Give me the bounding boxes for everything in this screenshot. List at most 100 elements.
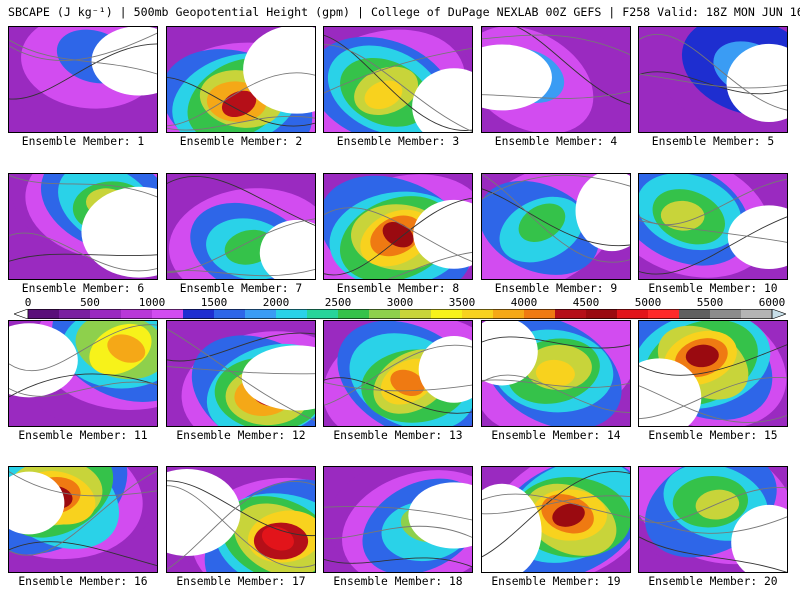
member-label: Ensemble Member: 7 <box>179 282 303 295</box>
state-boundary <box>324 377 472 414</box>
colorbar-tick-label: 4000 <box>510 296 538 309</box>
colorbar-bin <box>648 309 680 319</box>
member-map-8 <box>323 173 473 280</box>
colorbar-tick-label: 4500 <box>572 296 600 309</box>
colorbar-bin <box>462 309 494 319</box>
colorbar-bin <box>431 309 463 319</box>
colorbar-bin <box>121 309 153 319</box>
cape-contour <box>685 344 719 368</box>
member-label: Ensemble Member: 16 <box>18 575 148 588</box>
colorbar-tick-label: 2500 <box>324 296 352 309</box>
zero-cape-region <box>575 174 630 252</box>
colorbar-tick-label: 3000 <box>386 296 414 309</box>
height-contour <box>639 220 787 243</box>
height-contour <box>9 32 157 62</box>
state-boundary <box>9 253 157 262</box>
zero-cape-region <box>241 345 315 411</box>
member-label: Ensemble Member: 10 <box>648 282 778 295</box>
colorbar-bin <box>28 309 60 319</box>
height-contour <box>639 487 787 524</box>
zero-cape-region <box>482 44 552 111</box>
colorbar-bin <box>307 309 339 319</box>
member-map-4 <box>481 26 631 133</box>
colorbar-bin <box>183 309 215 319</box>
height-contour <box>167 480 315 570</box>
height-contour <box>167 72 315 127</box>
height-contour <box>9 324 157 372</box>
colorbar <box>14 309 786 319</box>
height-contour <box>482 34 630 56</box>
height-contour <box>639 33 787 111</box>
colorbar-tick-label: 1500 <box>200 296 228 309</box>
member-label: Ensemble Member: 18 <box>333 575 463 588</box>
member-map-16 <box>8 466 158 573</box>
colorbar-tick-label: 6000 <box>758 296 786 309</box>
height-contour <box>324 505 472 521</box>
member-label: Ensemble Member: 11 <box>18 429 148 442</box>
member-label: Ensemble Member: 3 <box>336 135 460 148</box>
colorbar-tick-label: 3500 <box>448 296 476 309</box>
member-label: Ensemble Member: 2 <box>179 135 303 148</box>
colorbar-tick-label: 5000 <box>634 296 662 309</box>
member-map-19 <box>481 466 631 573</box>
colorbar-bin <box>90 309 122 319</box>
state-boundary <box>324 557 472 568</box>
colorbar-bin <box>338 309 370 319</box>
colorbar-bin <box>493 309 525 319</box>
zero-cape-region <box>243 27 315 114</box>
height-contour <box>324 47 472 94</box>
state-boundary <box>324 34 472 131</box>
height-contour <box>482 379 630 388</box>
cape-contour <box>261 526 294 551</box>
colorbar-bin <box>617 309 649 319</box>
member-map-6 <box>8 173 158 280</box>
height-contour <box>167 366 315 375</box>
member-label: Ensemble Member: 1 <box>21 135 145 148</box>
state-boundary <box>324 197 472 276</box>
member-label: Ensemble Member: 6 <box>21 282 145 295</box>
colorbar-bin <box>679 309 711 319</box>
height-contour <box>482 374 630 413</box>
height-contour <box>324 207 472 262</box>
height-contour <box>324 44 472 132</box>
member-map-13 <box>323 320 473 427</box>
height-contour <box>167 485 315 568</box>
state-boundary <box>482 336 630 349</box>
state-boundary <box>639 71 787 95</box>
state-boundary <box>9 43 157 100</box>
height-contour <box>9 381 157 397</box>
zero-cape-region <box>259 219 315 279</box>
height-contour <box>482 174 630 200</box>
zero-cape-region <box>482 483 542 572</box>
member-map-5 <box>638 26 788 133</box>
colorbar-tick-label: 5500 <box>696 296 724 309</box>
state-boundary <box>482 471 630 558</box>
member-label: Ensemble Member: 13 <box>333 429 463 442</box>
member-map-10 <box>638 173 788 280</box>
colorbar-bin <box>524 309 556 319</box>
colorbar-tick-label: 0 <box>24 296 32 309</box>
zero-cape-region <box>482 321 538 386</box>
height-contour <box>482 90 630 99</box>
state-boundary <box>482 188 630 247</box>
state-boundary <box>167 175 315 226</box>
member-map-11 <box>8 320 158 427</box>
colorbar-bin <box>400 309 432 319</box>
state-boundary <box>9 373 157 398</box>
member-label: Ensemble Member: 12 <box>176 429 306 442</box>
member-label: Ensemble Member: 15 <box>648 429 778 442</box>
member-map-12 <box>166 320 316 427</box>
height-contour <box>9 470 157 556</box>
colorbar-bin <box>276 309 308 319</box>
height-contour <box>324 382 472 392</box>
colorbar-bin <box>586 309 618 319</box>
height-contour <box>167 328 315 422</box>
zero-cape-region <box>418 335 472 403</box>
height-contour <box>167 115 315 131</box>
colorbar-tick-label: 1000 <box>138 296 166 309</box>
member-label: Ensemble Member: 5 <box>651 135 775 148</box>
member-label: Ensemble Member: 19 <box>491 575 621 588</box>
height-contour <box>482 174 630 263</box>
zero-cape-region <box>9 471 65 535</box>
member-map-18 <box>323 466 473 573</box>
